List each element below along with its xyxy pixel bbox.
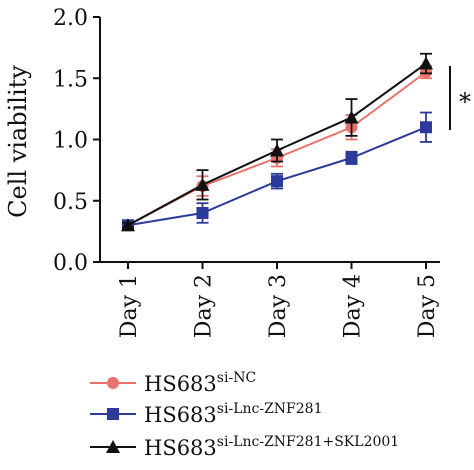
- data-point: [195, 177, 210, 191]
- data-point: [196, 207, 209, 219]
- legend-label: HS683si-Lnc-ZNF281+SKL2001: [144, 434, 399, 460]
- legend-label: HS683si-Lnc-ZNF281: [144, 401, 323, 427]
- y-tick-label: 2.0: [53, 6, 88, 31]
- x-tick-label: Day 1: [117, 274, 142, 338]
- legend-item-2: HS683si-Lnc-ZNF281: [90, 401, 323, 427]
- legend-label: HS683si-NC: [144, 370, 256, 396]
- chart-axes: [99, 17, 440, 263]
- chart-series: [121, 52, 433, 232]
- x-axis-ticks: Day 1 Day 2 Day 3 Day 4 Day 5: [117, 262, 440, 338]
- series-2: [122, 111, 432, 232]
- significance-annotation: *: [449, 66, 471, 130]
- y-axis-label: Cell viability: [4, 65, 32, 218]
- legend-marker: [107, 408, 119, 420]
- y-tick-label: 0.0: [53, 251, 88, 276]
- y-axis-ticks: 0.0 0.5 1.0 1.5 2.0: [53, 6, 100, 276]
- y-tick-label: 0.5: [53, 190, 88, 215]
- significance-star: *: [459, 88, 471, 116]
- legend-item-3: HS683si-Lnc-ZNF281+SKL2001: [90, 434, 399, 460]
- legend: HS683si-NC HS683si-Lnc-ZNF281 HS683si-Lnc-…: [90, 370, 399, 460]
- data-point: [121, 218, 135, 232]
- data-point: [271, 175, 283, 188]
- legend-marker: [106, 440, 120, 453]
- legend-marker: [107, 377, 119, 389]
- y-tick-label: 1.0: [53, 129, 88, 154]
- data-point: [270, 143, 284, 157]
- data-point: [345, 151, 358, 164]
- legend-item-1: HS683si-NC: [90, 370, 256, 396]
- data-point: [419, 56, 433, 70]
- x-tick-label: Day 2: [192, 274, 217, 338]
- x-tick-label: Day 4: [341, 274, 366, 338]
- series-3: [121, 52, 433, 232]
- data-point: [420, 121, 432, 134]
- data-point: [344, 110, 359, 124]
- x-tick-label: Day 5: [415, 274, 440, 338]
- x-tick-label: Day 3: [266, 274, 291, 338]
- y-tick-label: 1.5: [53, 67, 88, 92]
